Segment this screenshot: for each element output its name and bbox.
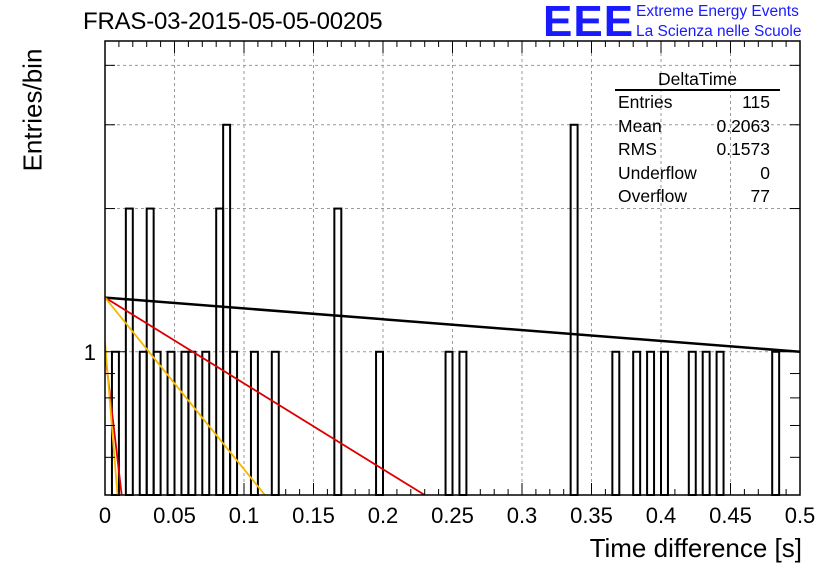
x-tick-label: 0.5	[785, 503, 816, 528]
y-tick-label: 1	[84, 340, 96, 365]
histogram-bin	[458, 350, 468, 496]
histogram-bin	[166, 350, 176, 496]
x-tick-label: 0.45	[709, 503, 752, 528]
histogram-bin	[152, 350, 162, 496]
stats-box: DeltaTime Entries 115 Mean 0.2063 RMS 0.…	[610, 69, 780, 209]
x-tick-label: 0	[99, 503, 111, 528]
histogram-bin	[632, 350, 642, 496]
histogram-bin	[569, 123, 579, 496]
stats-box-title: DeltaTime	[615, 69, 780, 91]
chart-title: FRAS-03-2015-05-05-00205	[83, 8, 383, 35]
fit-line	[105, 296, 426, 495]
stats-row-rms: RMS 0.1573	[610, 138, 780, 162]
stats-row-mean: Mean 0.2063	[610, 115, 780, 139]
histogram-bin	[660, 350, 669, 496]
x-tick-label: 0.4	[646, 503, 677, 528]
histogram-bin	[771, 350, 781, 496]
fit-line	[105, 296, 800, 354]
stats-value: 0	[760, 162, 770, 183]
histogram-bin	[180, 350, 190, 496]
logo-line-1: Extreme Energy Events	[636, 3, 799, 20]
stats-label: RMS	[618, 139, 657, 159]
x-tick-label: 0.35	[570, 503, 613, 528]
histogram-bin	[187, 350, 197, 496]
stats-label: Underflow	[618, 162, 697, 183]
x-tick-label: 0.1	[229, 503, 260, 528]
stats-label: Entries	[618, 92, 673, 112]
eee-logo: EEE	[543, 0, 635, 46]
x-tick-label: 0.25	[431, 503, 474, 528]
histogram-bin	[270, 350, 280, 496]
histogram-bin	[701, 350, 711, 496]
histogram-bin	[611, 350, 621, 496]
stats-label: Overflow	[618, 186, 688, 206]
stats-value: 115	[742, 92, 770, 112]
histogram-bin	[138, 350, 148, 496]
histogram-bin	[222, 123, 232, 496]
stats-value: 0.2063	[716, 115, 770, 136]
x-tick-label: 0.15	[292, 503, 335, 528]
histogram-bin	[229, 350, 239, 496]
histogram-bin	[375, 350, 384, 496]
stats-row-overflow: Overflow 77	[610, 185, 780, 209]
x-tick-label: 0.3	[507, 503, 538, 528]
stats-row-entries: Entries 115	[610, 91, 780, 115]
x-axis-title: Time difference [s]	[589, 533, 802, 563]
stats-row-underflow: Underflow 0	[610, 162, 780, 186]
histogram-bin	[646, 350, 656, 496]
histogram-bin	[687, 350, 697, 496]
histogram-bin	[715, 350, 725, 496]
fit-line	[105, 341, 119, 495]
histogram-bin	[249, 350, 259, 496]
histogram-bin	[444, 350, 454, 496]
stats-value: 77	[750, 186, 770, 206]
stats-value: 0.1573	[716, 139, 770, 159]
x-tick-label: 0.05	[153, 503, 196, 528]
stats-label: Mean	[618, 115, 662, 136]
logo-line-2: La Scienza nelle Scuole	[636, 23, 802, 40]
x-tick-label: 0.2	[368, 503, 399, 528]
fit-line	[105, 297, 266, 495]
